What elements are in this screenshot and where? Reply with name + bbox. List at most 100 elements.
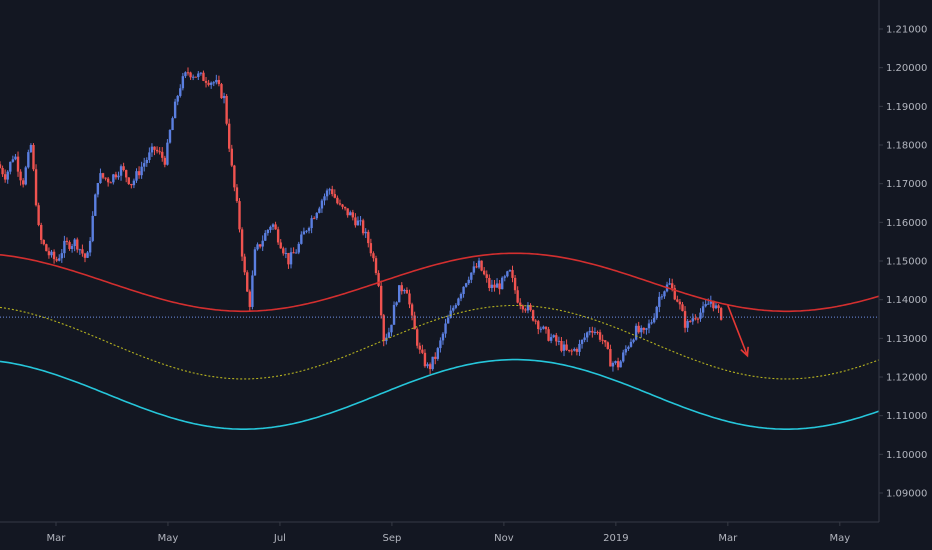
candle-body	[215, 79, 218, 83]
candle	[109, 181, 112, 184]
candle-body	[155, 149, 159, 152]
candle-body	[323, 196, 326, 201]
candle	[557, 336, 561, 346]
candle-body	[537, 321, 540, 330]
candle	[148, 147, 151, 163]
candle-body	[112, 174, 115, 183]
candle-body	[349, 212, 352, 216]
candle-body	[68, 242, 71, 249]
candle	[689, 319, 692, 323]
candle	[552, 334, 555, 339]
candle-body	[52, 251, 56, 260]
candle	[524, 307, 527, 313]
candle	[377, 270, 380, 288]
y-tick-label: 1.20000	[886, 63, 927, 74]
candle-body	[488, 277, 491, 289]
candle-body	[704, 304, 707, 307]
candle	[591, 326, 594, 338]
candle	[655, 305, 658, 320]
candle-body	[106, 178, 110, 183]
candle	[637, 321, 640, 334]
candle	[694, 314, 697, 321]
candle-body	[70, 246, 74, 249]
candle	[470, 272, 473, 284]
candle-body	[452, 307, 455, 311]
candle-body	[583, 337, 586, 340]
candle	[150, 143, 154, 157]
candle	[212, 81, 215, 87]
candle-body	[609, 348, 612, 367]
candle	[323, 193, 326, 206]
candle	[668, 278, 671, 286]
candle	[130, 183, 133, 189]
candle-body	[117, 175, 120, 178]
candle-body	[364, 231, 367, 234]
candle	[240, 227, 244, 262]
candle	[555, 332, 558, 346]
candle-body	[578, 343, 581, 352]
candle-body	[562, 344, 566, 351]
candle	[673, 284, 676, 301]
candle-body	[573, 349, 576, 351]
candle	[305, 230, 308, 234]
candle	[691, 313, 694, 325]
candle-body	[354, 217, 357, 226]
candle-body	[251, 275, 254, 307]
candle	[364, 228, 367, 238]
candle-body	[681, 304, 684, 312]
overlay-layer	[0, 305, 879, 358]
candle	[560, 337, 563, 353]
candle-body	[490, 284, 494, 289]
candle	[676, 295, 679, 303]
candle	[58, 254, 61, 262]
candle-body	[498, 283, 501, 290]
candle-body	[650, 322, 653, 324]
candle	[452, 305, 455, 313]
candle-body	[148, 152, 151, 160]
candle-body	[158, 151, 161, 153]
candle	[271, 223, 275, 231]
candle	[333, 189, 337, 199]
y-tick-label: 1.15000	[886, 257, 927, 268]
candle	[320, 198, 324, 213]
candle	[42, 239, 45, 246]
candle	[531, 309, 535, 322]
candle	[403, 288, 406, 294]
candle	[55, 256, 58, 263]
candle	[439, 337, 442, 353]
candle	[658, 291, 661, 313]
candle	[544, 326, 548, 334]
candle-body	[29, 145, 33, 153]
candle-body	[209, 82, 213, 85]
candle	[161, 147, 164, 162]
candle-body	[645, 328, 648, 330]
candle	[199, 72, 203, 76]
candle	[274, 221, 277, 230]
candle-body	[325, 190, 329, 197]
candle-body	[55, 259, 58, 261]
candle	[86, 251, 89, 258]
candle	[482, 267, 486, 276]
candle-body	[184, 72, 187, 77]
candle-body	[289, 252, 293, 265]
candle-body	[328, 189, 331, 191]
candle-body	[336, 197, 339, 204]
candle-body	[570, 350, 573, 352]
candle-body	[9, 161, 12, 172]
candle-body	[124, 170, 128, 178]
candle-body	[276, 229, 280, 243]
candle-body	[482, 270, 486, 275]
candle	[112, 173, 115, 185]
candle	[117, 171, 120, 180]
candle	[459, 292, 463, 302]
candle	[488, 274, 491, 292]
candle-body	[145, 159, 148, 164]
y-tick-label: 1.16000	[886, 218, 927, 229]
candle-body	[526, 305, 530, 311]
candle-body	[50, 251, 53, 256]
candle-body	[161, 151, 164, 158]
candle-body	[552, 335, 555, 338]
candle-body	[78, 249, 82, 251]
candle	[565, 339, 568, 351]
